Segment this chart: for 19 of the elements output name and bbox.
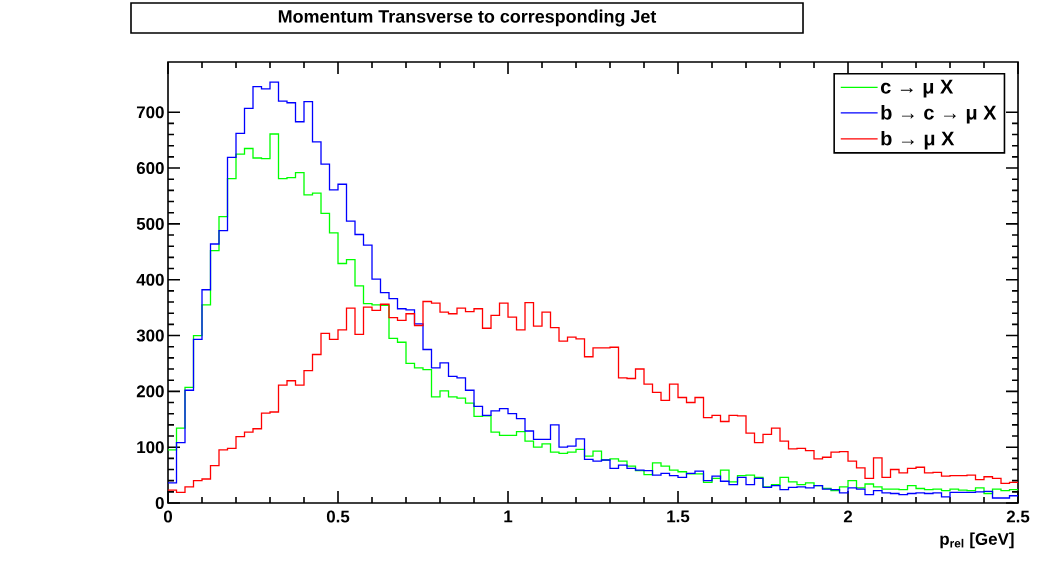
- y-tick-label: 200: [136, 385, 164, 398]
- y-tick-label: 100: [137, 441, 164, 454]
- legend-label: c → μ X: [880, 79, 954, 98]
- y-tick-label: 0: [155, 497, 164, 509]
- y-tick-label: 300: [136, 329, 164, 342]
- x-tick-label: 1.5: [667, 510, 690, 523]
- x-tick-label: 2.5: [1006, 510, 1030, 523]
- x-tick-label: 1: [504, 510, 513, 523]
- legend-label: b → c → μ X: [881, 105, 997, 124]
- x-tick-label: 0: [163, 510, 173, 523]
- chart-title: Momentum Transverse to corresponding Jet: [278, 9, 657, 27]
- y-tick-label: 500: [136, 217, 164, 230]
- x-tick-label: 0.5: [326, 510, 350, 523]
- legend-label: b → μ X: [881, 130, 955, 150]
- y-tick-label: 700: [136, 106, 164, 119]
- y-tick-label: 400: [136, 273, 164, 286]
- x-tick-label: 2: [843, 510, 853, 523]
- x-axis-title: p$_{rel}$ [GeV]: [940, 532, 1014, 549]
- y-tick-label: 600: [136, 162, 164, 175]
